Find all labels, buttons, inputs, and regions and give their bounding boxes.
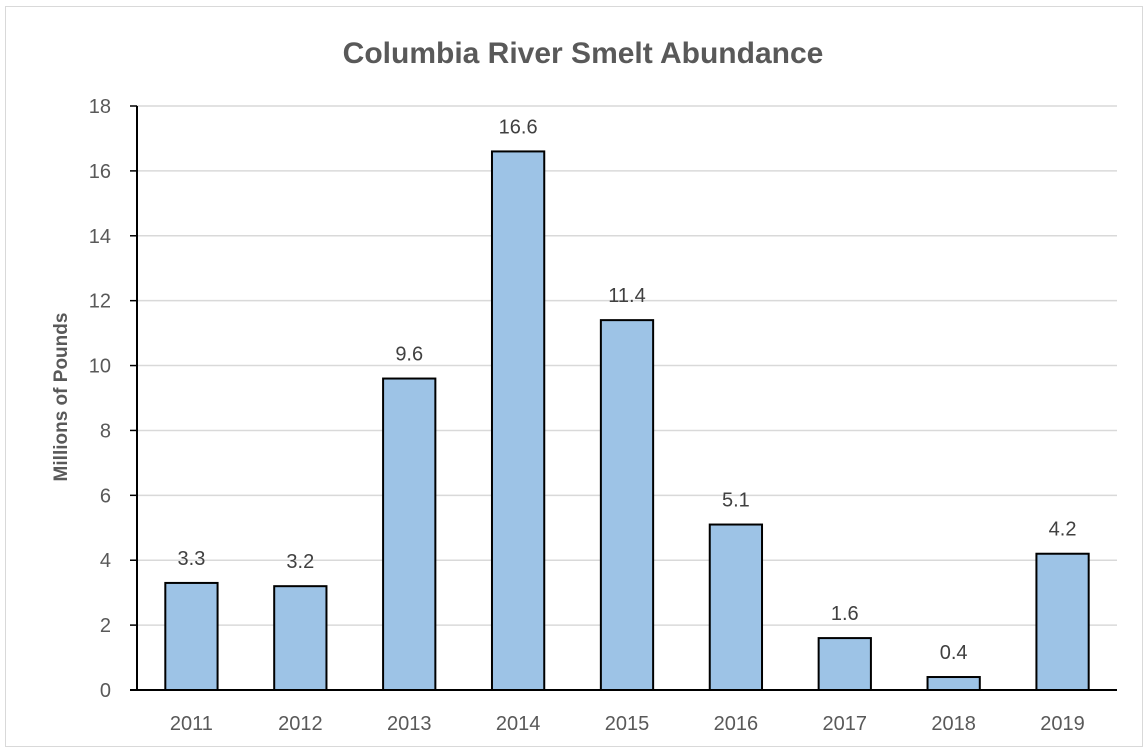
data-label-2012: 3.2 xyxy=(286,551,314,573)
y-tick-label: 2 xyxy=(100,615,111,637)
bar-2014 xyxy=(490,150,546,691)
bar-2019 xyxy=(1035,552,1090,691)
data-label-2016: 5.1 xyxy=(722,490,750,512)
y-tick-label: 14 xyxy=(89,226,111,248)
y-axis-label: Millions of Pounds xyxy=(51,313,72,482)
x-tick-label-2016: 2016 xyxy=(714,713,759,735)
data-label-2011: 3.3 xyxy=(178,548,206,570)
y-tick-label: 18 xyxy=(89,96,111,118)
y-tick-label: 0 xyxy=(100,680,111,702)
x-tick-label-2018: 2018 xyxy=(931,713,976,735)
data-label-2019: 4.2 xyxy=(1049,519,1077,541)
y-tick-label: 16 xyxy=(89,161,111,183)
bar-2013 xyxy=(382,377,437,691)
data-label-2017: 1.6 xyxy=(831,603,859,625)
y-tick-label: 10 xyxy=(89,356,111,378)
bar-2016 xyxy=(708,523,764,691)
x-tick-label-2011: 2011 xyxy=(170,713,213,735)
data-label-2015: 11.4 xyxy=(608,285,645,307)
x-tick-label-2017: 2017 xyxy=(823,713,868,735)
bar-2012 xyxy=(273,585,328,692)
x-tick-label-2013: 2013 xyxy=(387,713,432,735)
y-tick-label: 12 xyxy=(89,291,111,313)
y-tick-label: 6 xyxy=(100,485,111,507)
axes xyxy=(130,106,1117,691)
bar-2015 xyxy=(599,319,655,691)
data-label-2014: 16.6 xyxy=(499,116,538,138)
x-tick-label-2014: 2014 xyxy=(496,713,541,735)
y-tick-label: 8 xyxy=(100,420,111,442)
data-labels: 3.3 3.2 9.6 16.6 11.4 5.1 1.6 0.4 4.2 xyxy=(178,116,1077,664)
bar-2011 xyxy=(164,581,219,692)
x-axis-ticks: 2011 2012 2013 2014 2015 2016 2017 2018 2019 xyxy=(170,713,1085,735)
x-tick-label-2019: 2019 xyxy=(1040,713,1085,735)
chart-title: Columbia River Smelt Abundance xyxy=(343,37,824,70)
x-tick-label-2015: 2015 xyxy=(605,713,650,735)
bars xyxy=(164,150,1090,692)
y-tick-label: 4 xyxy=(100,550,111,572)
data-label-2018: 0.4 xyxy=(940,642,968,664)
bar-2017 xyxy=(817,637,872,691)
bar-2018 xyxy=(926,676,981,691)
y-axis-ticks: 0 2 4 6 8 10 12 14 16 18 xyxy=(89,96,137,702)
data-label-2013: 9.6 xyxy=(395,344,423,366)
x-tick-label-2012: 2012 xyxy=(278,713,323,735)
